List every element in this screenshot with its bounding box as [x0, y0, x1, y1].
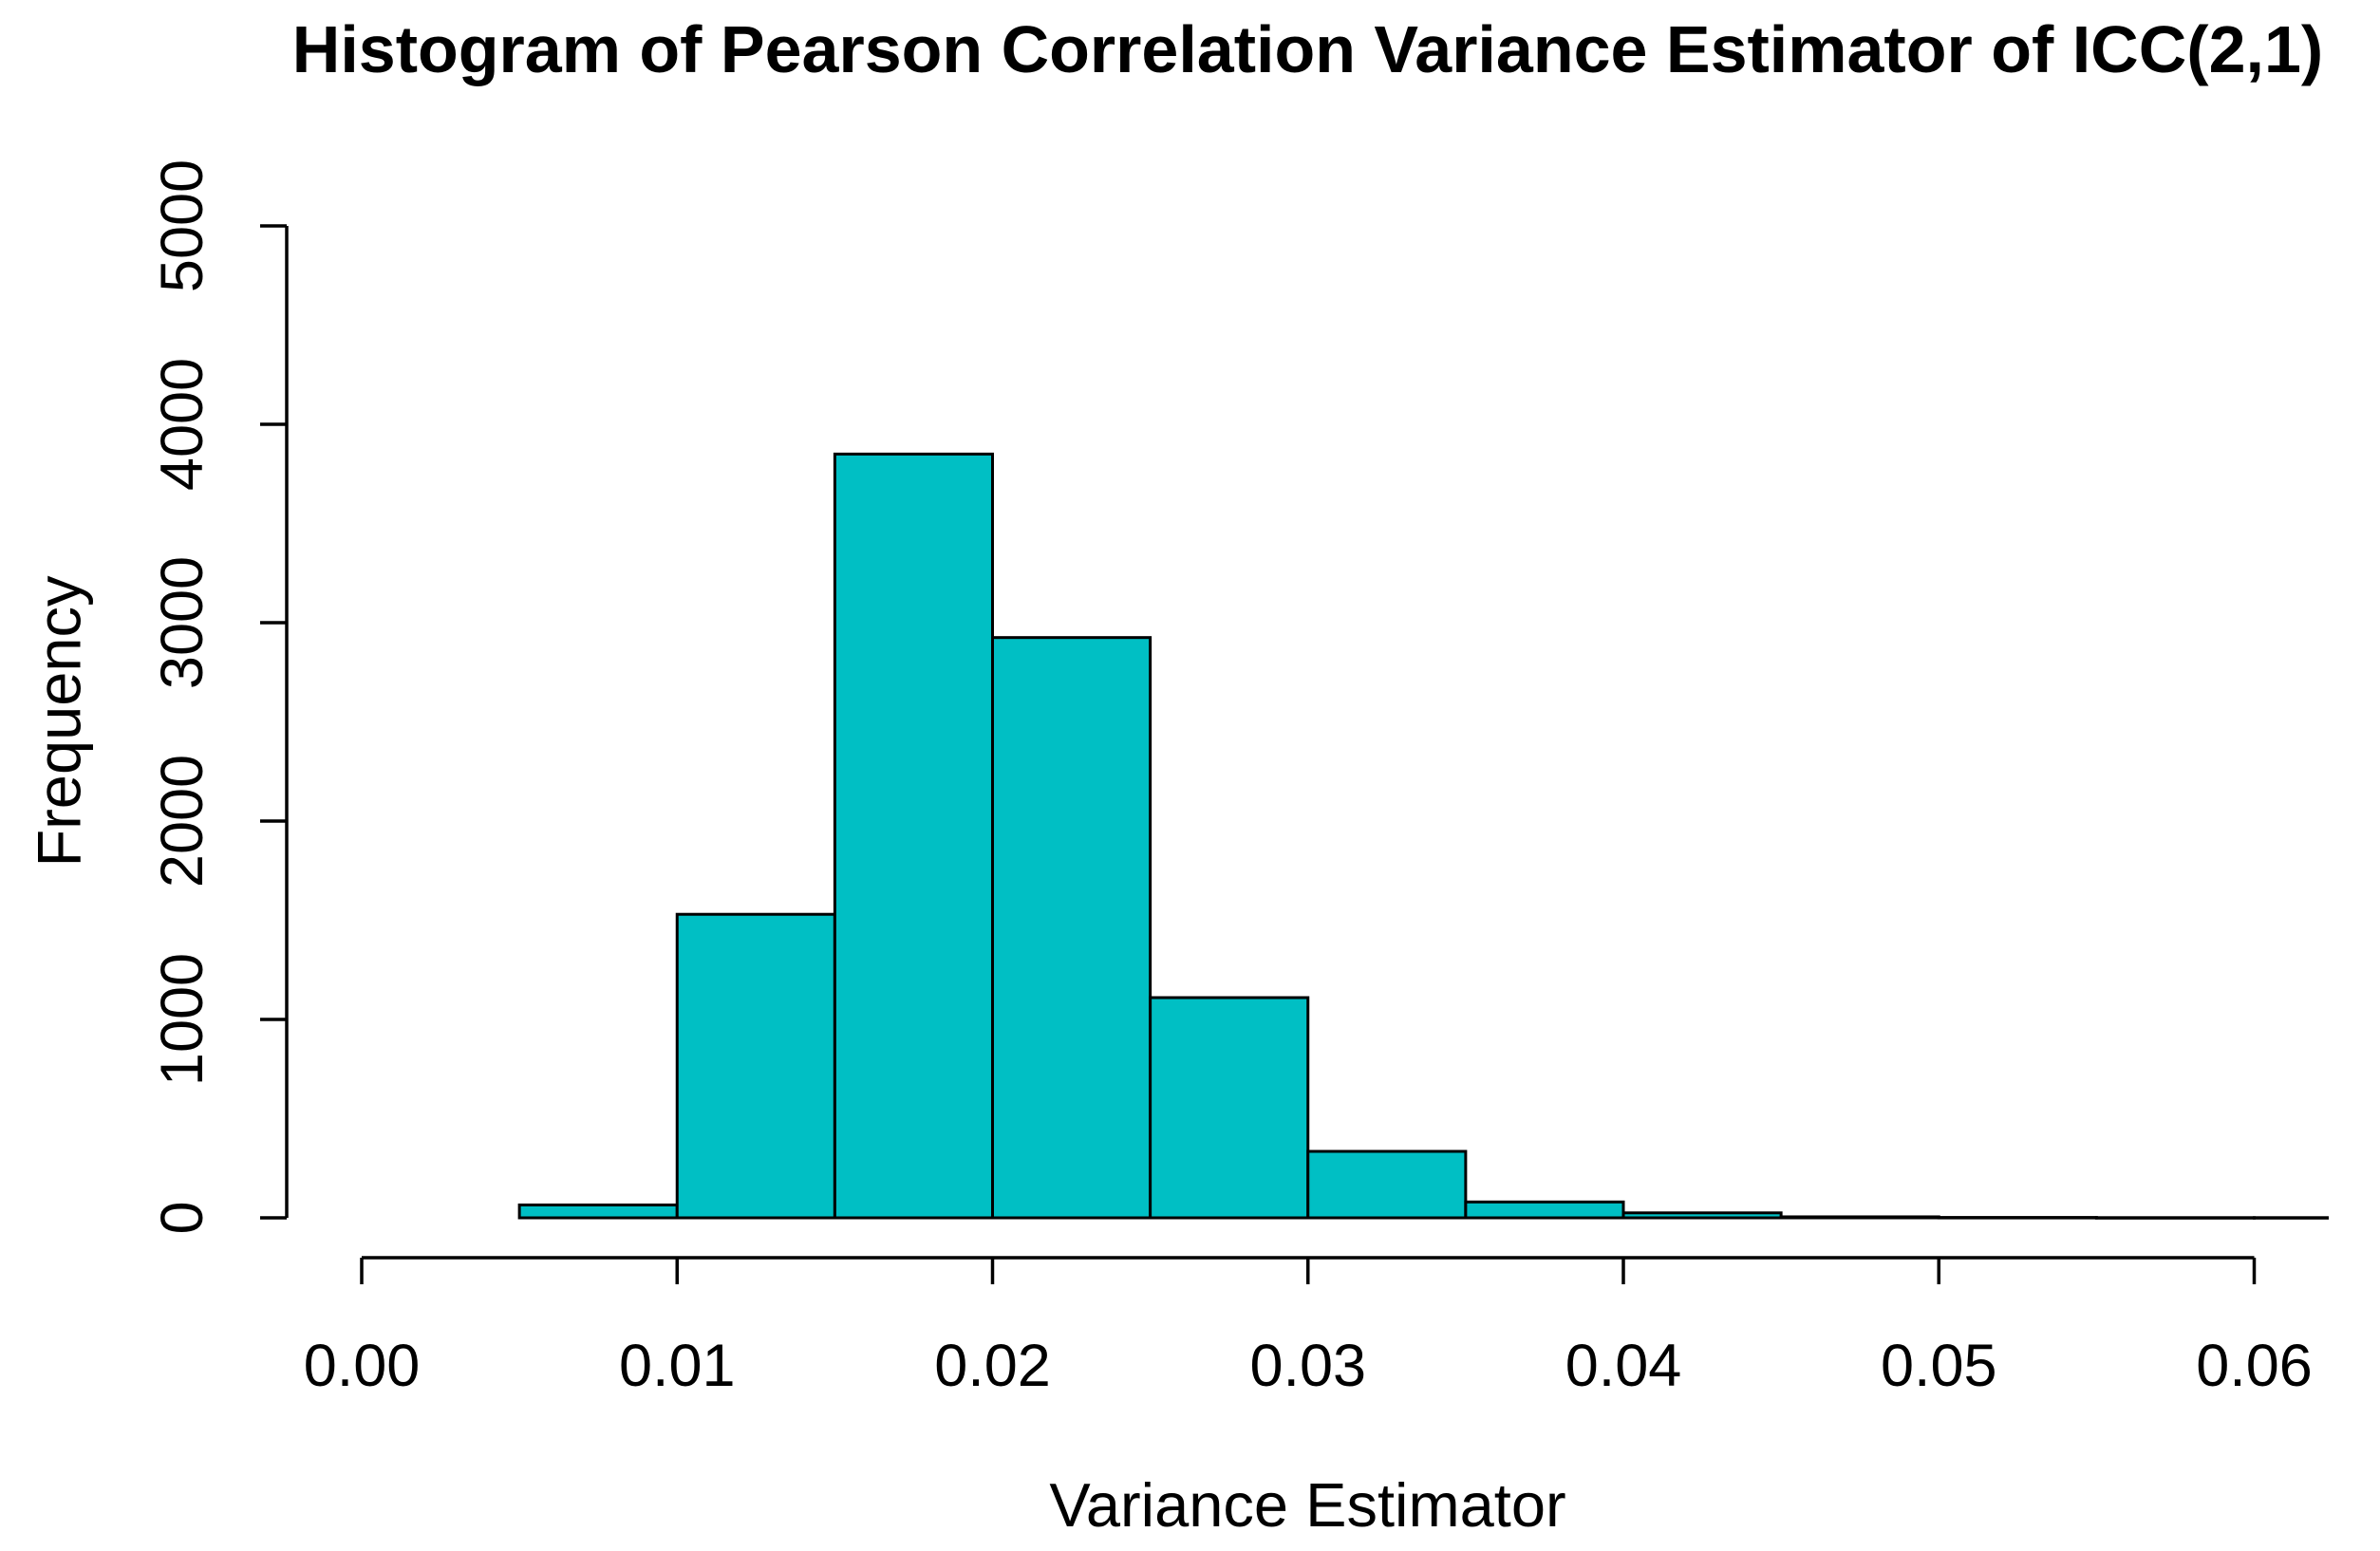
x-tick-label: 0.02	[934, 1333, 1051, 1399]
y-tick-label: 3000	[149, 556, 216, 689]
histogram-bar	[2094, 1216, 2256, 1220]
histogram-bar	[991, 636, 1153, 1220]
histogram-bar	[2253, 1216, 2329, 1220]
x-tick-label: 0.04	[1565, 1333, 1682, 1399]
histogram-bar	[517, 1203, 679, 1220]
bars-group	[517, 452, 2329, 1220]
y-tick-label: 1000	[149, 953, 216, 1086]
histogram-bar	[833, 452, 994, 1220]
chart-title: Histogram of Pearson Correlation Varianc…	[291, 12, 2324, 86]
x-tick-label: 0.05	[1881, 1333, 1997, 1399]
x-tick-label: 0.06	[2196, 1333, 2313, 1399]
histogram-bar	[1621, 1211, 1783, 1220]
x-tick-label: 0.00	[304, 1333, 421, 1399]
histogram-bar	[1149, 996, 1310, 1220]
x-tick-label: 0.01	[619, 1333, 736, 1399]
histogram-bar	[675, 912, 836, 1220]
y-tick-label: 0	[149, 1201, 216, 1234]
y-axis-title: Frequency	[24, 575, 94, 868]
histogram-bar	[1779, 1215, 1940, 1220]
x-axis-title: Variance Estimator	[1049, 1470, 1566, 1540]
histogram-bar	[1306, 1149, 1468, 1220]
histogram-bar	[1937, 1216, 2098, 1220]
y-tick-label: 2000	[149, 755, 216, 888]
y-tick-label: 5000	[149, 159, 216, 292]
histogram-bar	[1464, 1200, 1625, 1220]
x-tick-label: 0.03	[1249, 1333, 1366, 1399]
y-tick-label: 4000	[149, 358, 216, 491]
